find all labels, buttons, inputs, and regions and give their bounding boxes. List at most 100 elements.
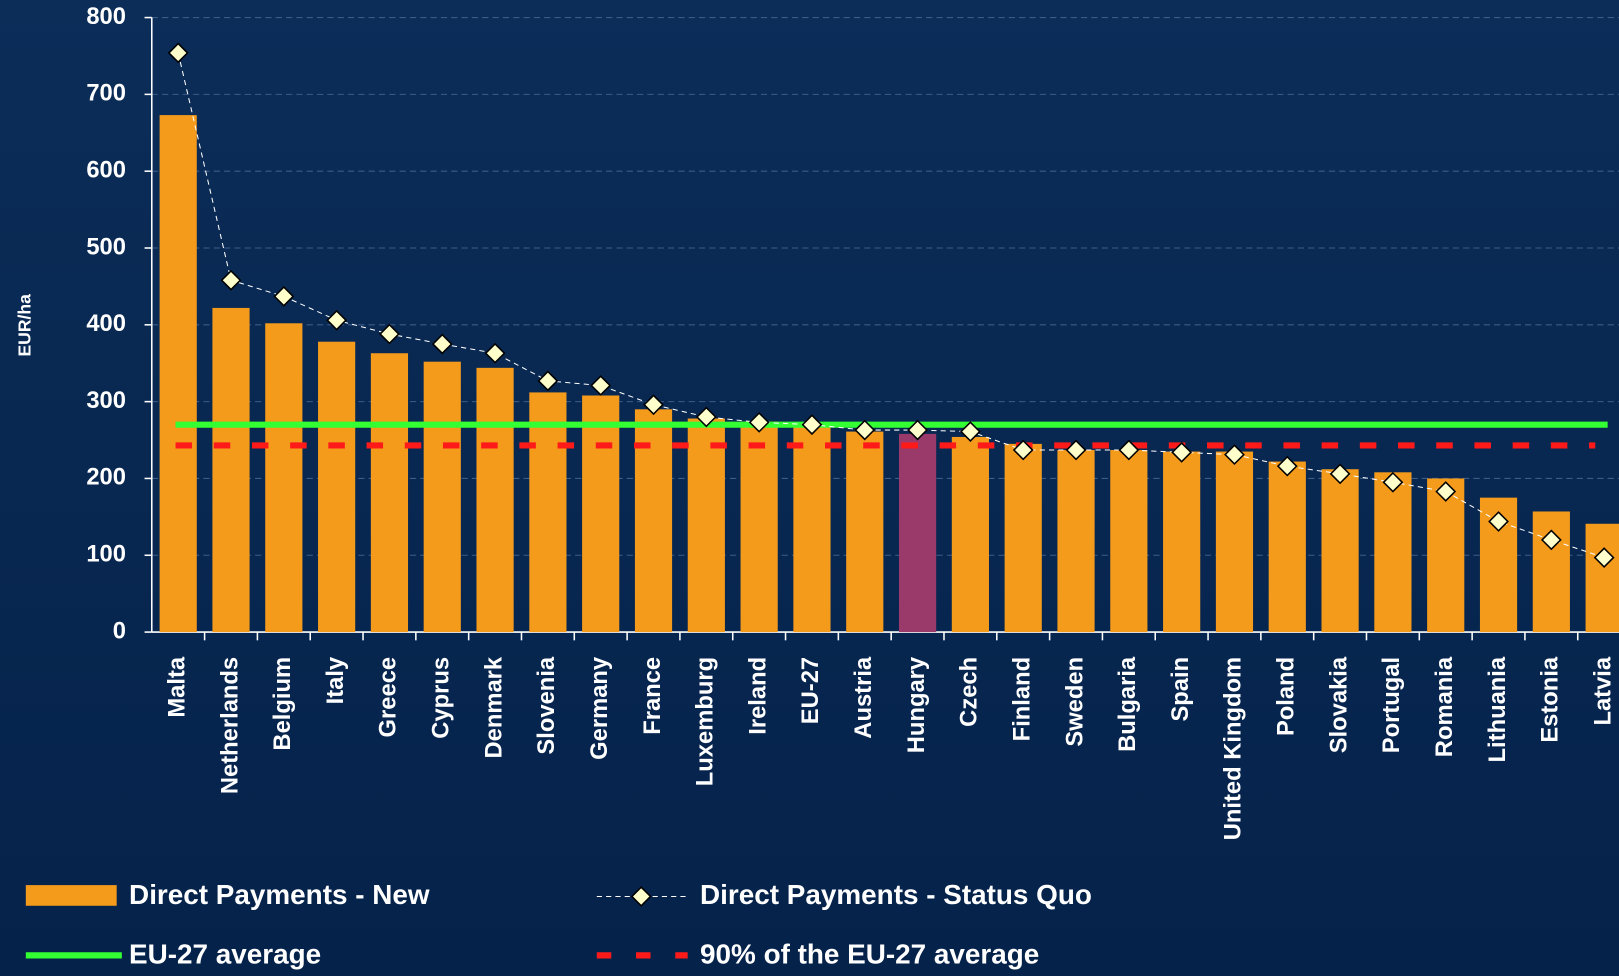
bar [476, 367, 514, 633]
x-tick-label: Ireland [744, 657, 771, 735]
bar [1321, 469, 1359, 633]
marker [1382, 471, 1404, 493]
y-axis-label: EUR/ha [14, 294, 34, 357]
marker [1435, 481, 1457, 502]
marker [1171, 441, 1193, 463]
legend-label: Direct Payments - Status Quo [700, 879, 1092, 910]
bar [265, 323, 303, 633]
marker [643, 394, 664, 416]
bar [793, 425, 831, 633]
bar [1110, 450, 1148, 633]
x-tick-label: Czech [956, 657, 983, 727]
bar [582, 395, 620, 633]
bar [318, 341, 356, 633]
y-tick-label: 300 [86, 387, 126, 414]
marker [1593, 547, 1615, 568]
legend-label: Direct Payments - New [129, 879, 430, 910]
y-tick-label: 600 [86, 156, 126, 183]
y-tick-label: 700 [86, 80, 126, 107]
marker [1118, 439, 1140, 461]
y-tick-label: 200 [86, 464, 126, 491]
x-tick-label: Spain [1167, 657, 1194, 722]
marker [590, 375, 612, 396]
x-tick-label: Netherlands [216, 657, 243, 794]
marker [748, 411, 770, 433]
bar [1057, 450, 1095, 633]
x-tick-label: Malta [163, 656, 190, 718]
legend-swatch [25, 885, 117, 906]
marker [695, 406, 717, 428]
legend-label: EU-27 average [129, 939, 321, 970]
x-tick-label: EU-27 [797, 657, 824, 724]
bar [898, 433, 937, 633]
bar [846, 431, 884, 633]
bar [1215, 451, 1254, 633]
x-tick-label: Lithuania [1484, 656, 1511, 762]
bar [951, 436, 989, 633]
x-tick-label: United Kingdom [1220, 657, 1247, 840]
bar [529, 392, 567, 633]
bar [1004, 443, 1042, 633]
x-tick-label: Poland [1273, 657, 1300, 736]
marker [1065, 439, 1087, 461]
marker [326, 309, 348, 331]
bar [423, 361, 461, 633]
bar [1585, 523, 1619, 633]
y-tick-label: 100 [86, 541, 126, 568]
bar [370, 353, 409, 633]
x-tick-label: Belgium [269, 657, 296, 751]
marker [220, 269, 242, 291]
x-tick-label: Denmark [480, 656, 507, 758]
x-tick-label: Latvia [1589, 656, 1616, 725]
x-tick-label: Greece [375, 657, 402, 738]
y-tick-label: 0 [113, 617, 126, 644]
marker [1276, 455, 1298, 477]
x-tick-label: Slovakia [1325, 656, 1352, 753]
marker [1488, 511, 1509, 532]
legend-swatch [630, 886, 652, 907]
x-tick-label: Estonia [1537, 656, 1564, 743]
marker [273, 286, 295, 307]
x-tick-label: Bulgaria [1114, 656, 1141, 752]
marker [1540, 529, 1562, 551]
bar [159, 115, 197, 633]
x-tick-label: Romania [1431, 656, 1458, 757]
marker [960, 421, 981, 442]
line [177, 52, 1605, 559]
x-tick-label: Italy [322, 656, 349, 704]
marker [1012, 439, 1034, 461]
marker [907, 419, 928, 441]
bar [1374, 472, 1412, 633]
marker [801, 414, 823, 436]
x-tick-label: Cyprus [428, 657, 455, 739]
y-tick-label: 800 [86, 3, 126, 30]
bar [1427, 478, 1465, 633]
legend-label: 90% of the EU-27 average [700, 939, 1039, 970]
x-tick-label: Hungary [903, 656, 930, 753]
bar [1163, 451, 1201, 633]
marker [167, 42, 189, 64]
bar [740, 421, 778, 633]
bar [212, 307, 250, 633]
marker [854, 419, 876, 441]
x-tick-label: Austria [850, 656, 877, 739]
x-tick-label: France [639, 657, 666, 735]
bar [687, 418, 725, 633]
marker [379, 323, 400, 345]
y-tick-label: 500 [86, 233, 126, 260]
marker [1224, 444, 1245, 466]
x-tick-label: Slovenia [533, 656, 560, 754]
marker [1329, 463, 1351, 485]
x-tick-label: Sweden [1061, 657, 1088, 747]
y-tick-label: 400 [86, 310, 126, 337]
marker [431, 333, 453, 355]
x-tick-label: Luxemburg [692, 657, 719, 786]
bar [1268, 461, 1306, 633]
marker [537, 370, 559, 392]
x-tick-label: Finland [1008, 657, 1035, 741]
x-tick-label: Portugal [1378, 657, 1405, 753]
marker [484, 342, 506, 364]
x-tick-label: Germany [586, 656, 613, 760]
